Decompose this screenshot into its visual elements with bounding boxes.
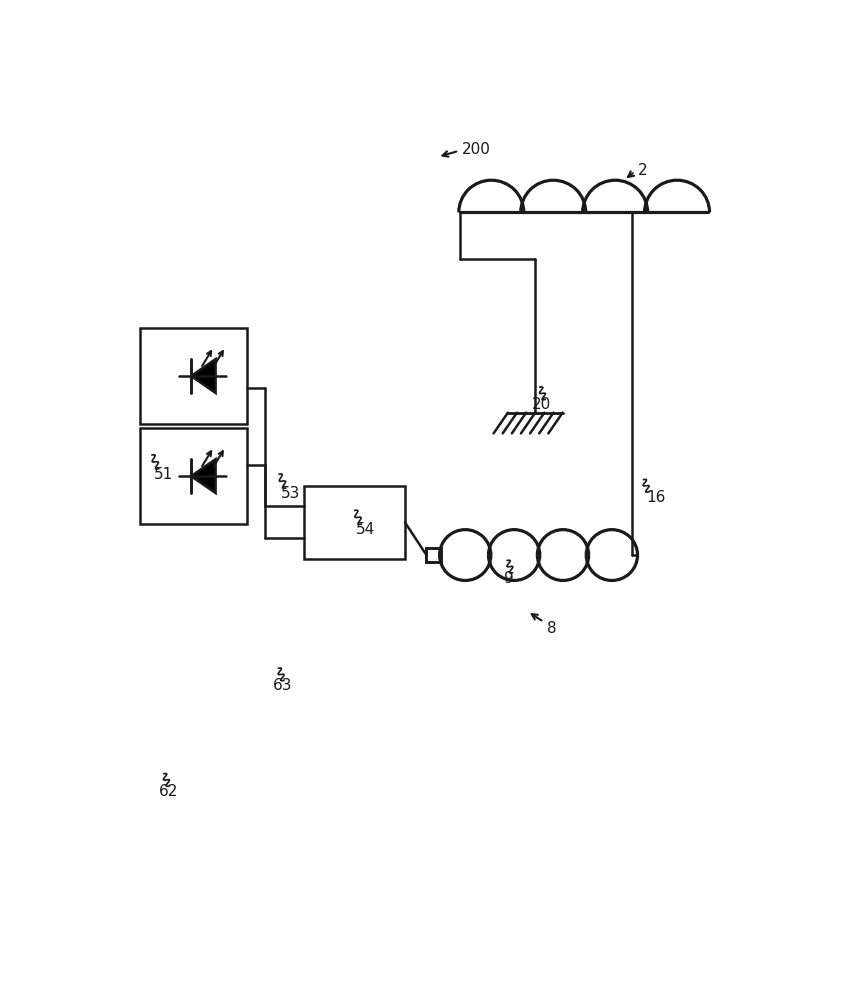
Text: 9: 9 xyxy=(505,571,514,586)
Text: 200: 200 xyxy=(463,142,491,157)
Text: 51: 51 xyxy=(154,467,173,482)
Polygon shape xyxy=(191,359,215,393)
Bar xyxy=(304,486,405,559)
Text: 63: 63 xyxy=(272,678,292,693)
Text: 16: 16 xyxy=(646,490,665,505)
Text: 62: 62 xyxy=(159,784,178,799)
Bar xyxy=(140,328,247,424)
Bar xyxy=(140,428,247,524)
Text: 2: 2 xyxy=(638,163,648,178)
Bar xyxy=(426,548,441,562)
Polygon shape xyxy=(191,459,215,493)
Text: 8: 8 xyxy=(547,621,557,636)
Text: 53: 53 xyxy=(281,486,300,501)
Text: 20: 20 xyxy=(532,397,552,412)
Text: 54: 54 xyxy=(356,522,375,537)
